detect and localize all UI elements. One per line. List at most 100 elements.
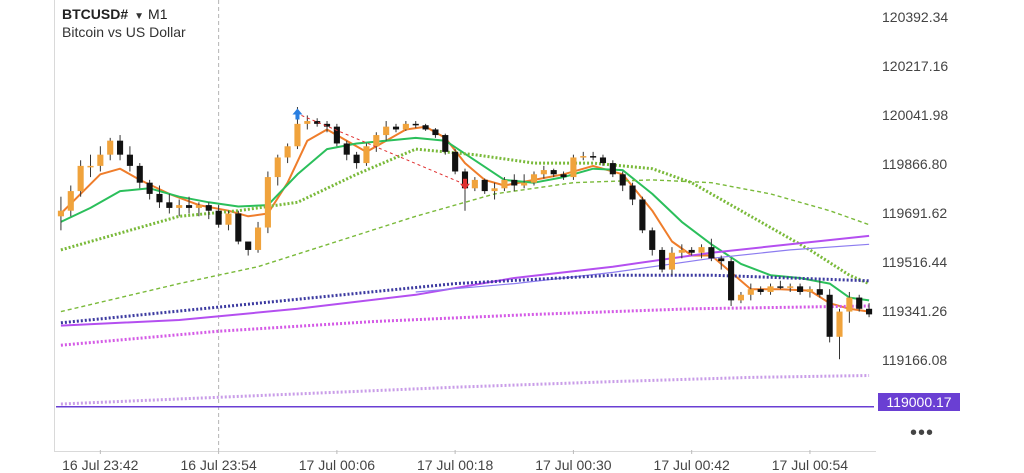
symbol-description: Bitcoin vs US Dollar bbox=[62, 24, 186, 40]
moving-average-line-9 bbox=[60, 374, 870, 406]
candle-body bbox=[718, 258, 725, 262]
candle-body bbox=[185, 205, 193, 208]
candle-body bbox=[304, 121, 311, 124]
candle-body bbox=[866, 308, 873, 315]
candle-body bbox=[501, 179, 508, 189]
candle-body bbox=[383, 126, 390, 136]
candle-body bbox=[481, 179, 488, 192]
candle-body bbox=[235, 213, 242, 242]
candle-body bbox=[668, 252, 676, 270]
time-tick-label: 17 Jul 00:42 bbox=[653, 457, 730, 473]
candle-body bbox=[708, 247, 715, 259]
moving-average-line-3 bbox=[60, 147, 870, 285]
price-tick-label: 120392.34 bbox=[882, 8, 949, 25]
candle-body bbox=[698, 247, 705, 253]
current-price-tag: 119000.17 bbox=[878, 393, 960, 411]
candle-body bbox=[856, 297, 863, 309]
candle-body bbox=[274, 157, 281, 178]
candle-body bbox=[836, 311, 843, 337]
candle-body bbox=[521, 182, 528, 186]
candle-body bbox=[215, 210, 222, 225]
candle-body bbox=[826, 294, 833, 337]
candle-body bbox=[777, 286, 784, 288]
candle-body bbox=[57, 210, 64, 217]
time-tick-label: 16 Jul 23:42 bbox=[62, 457, 139, 473]
candle-body bbox=[649, 230, 656, 250]
candle-body bbox=[787, 286, 794, 288]
candle-body bbox=[225, 213, 232, 225]
candle-body bbox=[136, 165, 143, 183]
candle-body bbox=[166, 202, 173, 208]
price-tick-label: 119516.44 bbox=[882, 254, 948, 271]
moving-average-line-5 bbox=[60, 234, 870, 327]
moving-average-line-7 bbox=[60, 273, 870, 325]
time-tick-label: 16 Jul 23:54 bbox=[180, 457, 257, 473]
candle-body bbox=[806, 289, 813, 292]
trade-connector-line bbox=[301, 114, 462, 184]
candle-body bbox=[107, 140, 114, 155]
candle-body bbox=[97, 154, 104, 166]
candle-body bbox=[117, 140, 124, 155]
candle-body bbox=[402, 123, 409, 130]
candle-body bbox=[590, 156, 597, 158]
time-tick-label: 17 Jul 00:06 bbox=[298, 457, 376, 473]
candle-body bbox=[323, 123, 331, 127]
candle-body bbox=[599, 157, 607, 164]
candle-body bbox=[491, 188, 498, 192]
candle-body bbox=[264, 177, 271, 228]
candle-body bbox=[77, 165, 84, 192]
candle-body bbox=[540, 170, 547, 175]
price-tick-label: 120041.98 bbox=[882, 106, 949, 123]
candle-body bbox=[688, 249, 695, 253]
moving-average-line-4 bbox=[60, 179, 870, 313]
time-tick-label: 17 Jul 00:18 bbox=[416, 457, 494, 473]
candle-body bbox=[846, 297, 853, 312]
candle-body bbox=[245, 241, 252, 250]
candle-body bbox=[570, 157, 577, 178]
candle-body bbox=[176, 205, 183, 208]
moving-average-line-8 bbox=[60, 304, 870, 347]
candle-body bbox=[254, 227, 262, 250]
candle-body bbox=[757, 289, 764, 292]
candle-body bbox=[314, 121, 321, 124]
candle-body bbox=[87, 165, 94, 168]
candle-body bbox=[737, 294, 745, 301]
candle-body bbox=[67, 191, 74, 211]
candle-body bbox=[412, 123, 419, 126]
candle-body bbox=[619, 174, 626, 186]
moving-average-line-6 bbox=[415, 243, 870, 293]
candle-body bbox=[156, 193, 163, 203]
symbol-header[interactable]: BTCUSD# ▼ M1 bbox=[62, 6, 167, 22]
candle-body bbox=[343, 143, 350, 155]
candle-body bbox=[747, 289, 754, 295]
candle-body bbox=[146, 182, 153, 194]
candle-body bbox=[767, 286, 774, 292]
timeframe-label[interactable]: M1 bbox=[148, 6, 168, 22]
candle-body bbox=[678, 249, 685, 253]
candle-body bbox=[294, 123, 301, 147]
candle-body bbox=[195, 205, 202, 208]
candle-body bbox=[333, 126, 340, 144]
price-tick-label: 119166.08 bbox=[882, 352, 948, 369]
moving-average-line-2 bbox=[60, 136, 870, 302]
candle-body bbox=[530, 174, 538, 183]
symbol-name[interactable]: BTCUSD# bbox=[62, 6, 129, 22]
more-options-icon[interactable]: ••• bbox=[910, 422, 935, 444]
price-tick-label: 120217.16 bbox=[882, 57, 949, 74]
candle-body bbox=[442, 135, 449, 152]
candle-body bbox=[126, 154, 133, 166]
candle-body bbox=[363, 146, 370, 164]
candle-body bbox=[728, 261, 735, 301]
candle-body bbox=[284, 146, 291, 158]
candle-body bbox=[432, 129, 439, 136]
candle-body bbox=[816, 289, 823, 295]
candle-body bbox=[422, 125, 429, 130]
chevron-down-icon[interactable]: ▼ bbox=[134, 11, 145, 22]
price-tick-label: 119866.80 bbox=[882, 156, 948, 172]
sell-arrow-icon bbox=[460, 178, 470, 190]
candle-body bbox=[471, 179, 478, 189]
price-tick-label: 119691.62 bbox=[882, 205, 948, 222]
candle-body bbox=[629, 185, 636, 200]
candle-body bbox=[560, 174, 567, 178]
